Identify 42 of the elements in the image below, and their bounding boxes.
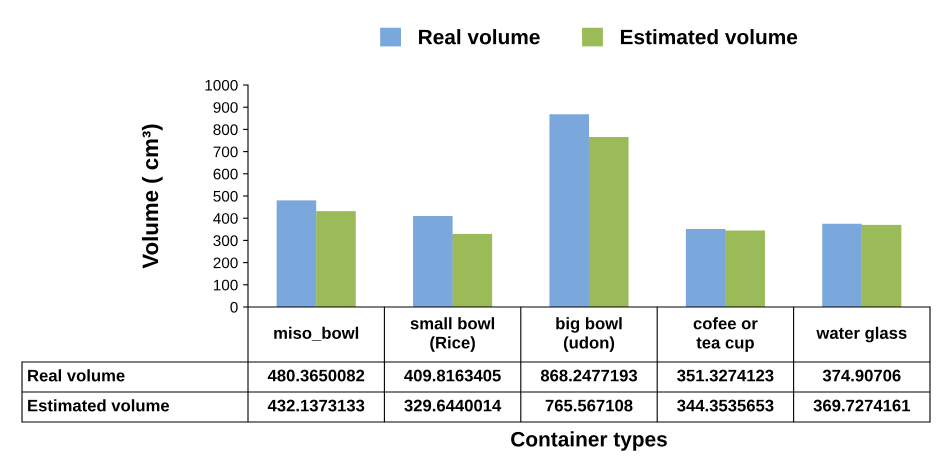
x-tick-label: big bowl (udon) (556, 317, 622, 352)
legend-label: Estimated volume (620, 29, 798, 44)
bar (549, 114, 589, 307)
y-tick-label: 900 (214, 102, 238, 113)
text: Real volume (28, 369, 125, 382)
y-tick-label: 500 (213, 190, 238, 202)
x-axis-title: Container types (511, 431, 667, 451)
x-tick-label: small bowl (Rice) (410, 317, 494, 352)
y-tick-label: 100 (214, 280, 238, 290)
bar (725, 230, 765, 307)
bar (413, 216, 453, 307)
y-tick-label: 0 (230, 302, 238, 313)
bar (862, 224, 902, 307)
y-tick-label: 800 (213, 124, 238, 136)
text: Estimated volume (28, 399, 170, 412)
data-label: 480.3650082 (268, 370, 364, 382)
bar (316, 211, 356, 307)
data-label: 374.90706 (822, 370, 901, 382)
y-tick-label: 200 (214, 257, 238, 268)
bar (822, 224, 862, 307)
bar (686, 229, 726, 307)
data-label: 351.3274123 (677, 370, 774, 382)
data-label: 344.3535653 (677, 400, 774, 412)
legend-label: Real volume (419, 29, 540, 44)
data-label: 369.7274161 (814, 400, 910, 412)
data-label: 329.6440014 (404, 400, 502, 412)
y-axis-title: Volume ( cm³) (142, 124, 163, 268)
data-label: 765.567108 (546, 400, 633, 412)
data-label: 409.8163405 (404, 370, 501, 382)
y-tick-label: 400 (213, 213, 238, 224)
data-label: 432.1373133 (268, 400, 364, 412)
data-label: 868.2477193 (540, 370, 638, 382)
x-tick-label: miso_bowl (274, 326, 358, 341)
bar (452, 234, 492, 307)
x-tick-label: water glass (816, 326, 907, 342)
bar (589, 137, 629, 307)
y-tick-label: 700 (214, 146, 238, 158)
y-tick-label: 600 (214, 168, 238, 180)
y-tick-label: 300 (213, 235, 238, 246)
x-tick-label: cofee or tea cup (694, 317, 758, 352)
y-tick-label: 1000 (205, 80, 238, 91)
bar (276, 200, 316, 307)
